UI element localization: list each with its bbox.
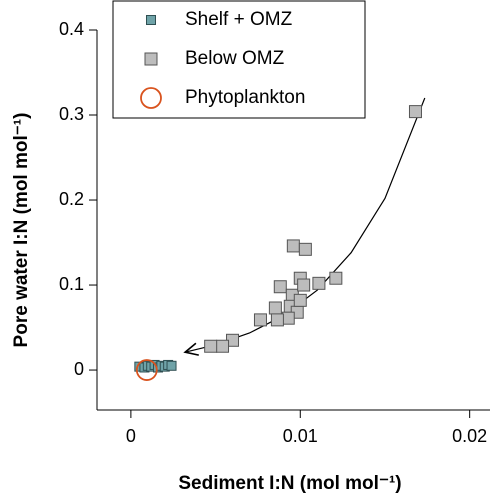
point [298, 242, 312, 256]
legend-label: Below OMZ [185, 48, 285, 69]
legend-marker [144, 52, 158, 66]
point [273, 280, 287, 294]
legend-label: Phytoplankton [185, 87, 305, 108]
legend-label: Shelf + OMZ [185, 9, 293, 30]
x-tick-label: 0 [126, 426, 136, 446]
fit-curve [184, 97, 426, 353]
point [268, 301, 282, 315]
y-tick-label: 0.3 [59, 104, 84, 124]
point [166, 360, 177, 371]
point [408, 105, 422, 119]
point [270, 313, 284, 327]
y-tick-label: 0 [74, 359, 84, 379]
point [293, 293, 307, 307]
legend-marker [146, 15, 156, 25]
point [135, 359, 158, 381]
y-tick-label: 0.1 [59, 274, 84, 294]
point [297, 278, 311, 292]
point [216, 339, 230, 353]
point [329, 271, 343, 285]
y-axis-label: Pore water I:N (mol mol⁻¹) [11, 113, 32, 348]
x-tick-label: 0.01 [283, 426, 318, 446]
point [286, 239, 300, 253]
y-tick-label: 0.4 [59, 19, 84, 39]
x-axis-label: Sediment I:N (mol mol⁻¹) [178, 473, 401, 494]
x-tick-label: 0.02 [452, 426, 487, 446]
point [312, 276, 326, 290]
point [204, 339, 218, 353]
legend-marker [140, 87, 162, 109]
point [281, 311, 295, 325]
point [253, 313, 267, 327]
y-tick-label: 0.2 [59, 189, 84, 209]
fit-arrowhead [183, 342, 199, 356]
